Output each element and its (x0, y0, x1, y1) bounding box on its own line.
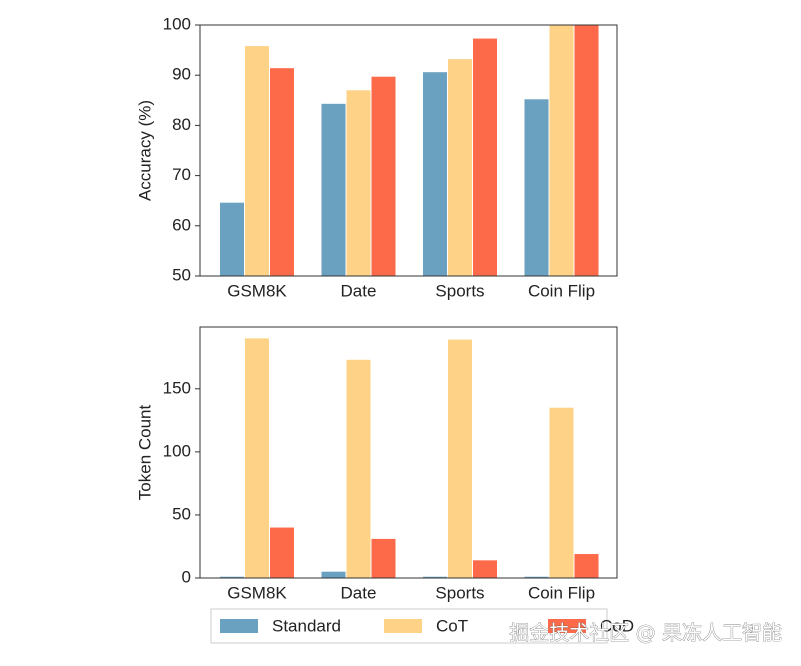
bar (423, 72, 447, 276)
bar (448, 59, 472, 276)
x-tick-label: Date (341, 281, 377, 300)
bar (423, 576, 447, 578)
y-tick-label: 100 (163, 441, 191, 460)
bar (245, 46, 269, 276)
y-tick-label: 70 (172, 165, 191, 184)
watermark: 掘金技术社区 @ 果冻人工智能 (509, 621, 782, 645)
y-tick-label: 100 (163, 14, 191, 33)
bar (371, 76, 396, 277)
legend-swatch (384, 619, 422, 633)
y-tick-label: 90 (172, 65, 191, 84)
bar (270, 527, 294, 578)
bar (321, 103, 346, 277)
bar (473, 560, 497, 578)
bar (574, 554, 599, 578)
bar (549, 25, 574, 276)
y-tick-label: 50 (172, 504, 191, 523)
y-axis-label: Accuracy (%) (135, 100, 154, 201)
y-tick-label: 60 (172, 215, 191, 234)
y-axis-label: Token Count (135, 404, 154, 500)
bar (270, 68, 294, 276)
bar (220, 576, 244, 578)
bar (448, 339, 472, 578)
plot-frame (199, 326, 618, 579)
x-tick-label: GSM8K (227, 583, 287, 602)
legend-label: Standard (272, 616, 341, 635)
x-tick-label: GSM8K (227, 281, 287, 300)
bar (321, 571, 346, 578)
y-tick-label: 0 (182, 567, 191, 586)
y-tick-label: 150 (163, 378, 191, 397)
bar (473, 38, 497, 276)
bar (371, 538, 396, 578)
y-tick-label: 50 (172, 265, 191, 284)
plot-frame (199, 24, 618, 277)
bar (346, 90, 371, 276)
x-tick-label: Coin Flip (528, 583, 595, 602)
legend-swatch (548, 619, 586, 633)
bar (245, 338, 269, 578)
legend-label: CoT (436, 616, 468, 635)
y-tick-label: 80 (172, 115, 191, 134)
x-tick-label: Sports (435, 281, 484, 300)
bar (346, 359, 371, 578)
legend-label: CoD (600, 616, 634, 635)
bar (524, 576, 549, 578)
legend: Standard CoT CoD (220, 616, 634, 635)
x-tick-label: Sports (435, 583, 484, 602)
bar (574, 25, 599, 276)
bar (524, 99, 549, 277)
bar (549, 407, 574, 578)
legend-swatch (220, 619, 258, 633)
x-tick-label: Coin Flip (528, 281, 595, 300)
x-tick-label: Date (341, 583, 377, 602)
bar (220, 202, 244, 276)
